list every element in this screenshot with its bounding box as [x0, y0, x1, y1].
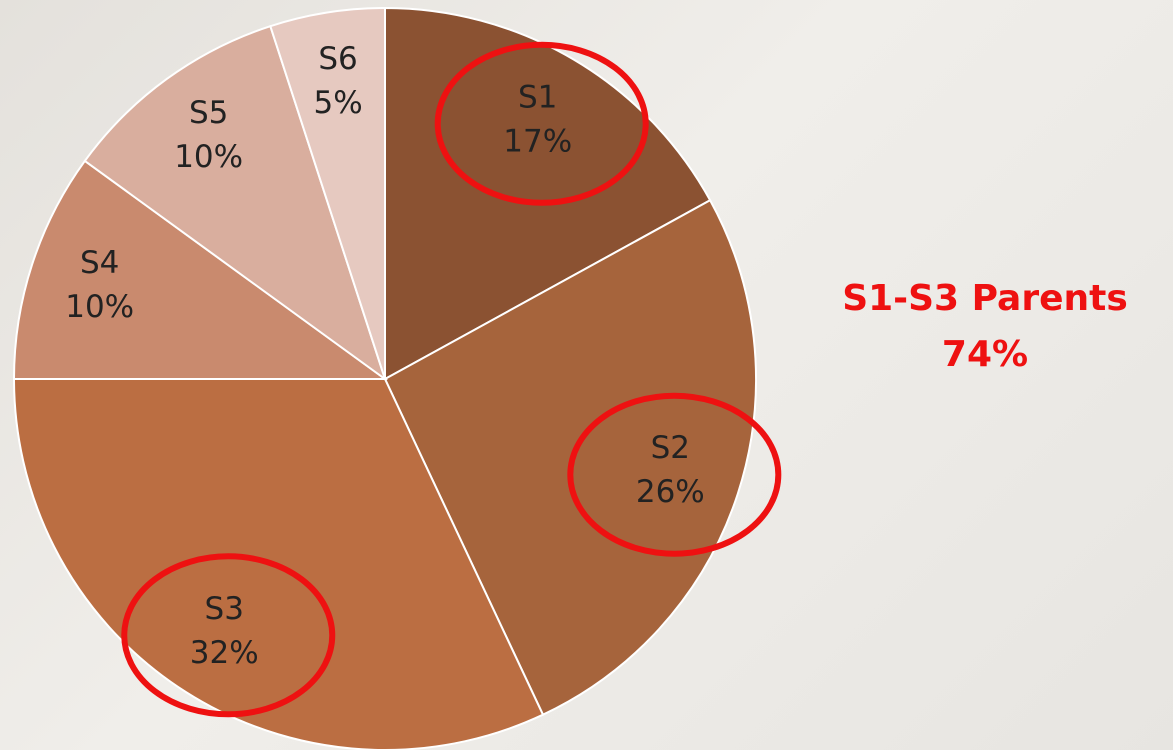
slice-category: S3: [205, 591, 244, 627]
pie-slice: [83, 24, 387, 382]
slice-category: S6: [318, 41, 357, 77]
slice-value: 10%: [65, 289, 134, 325]
annotation-value: 74%: [942, 334, 1028, 375]
pie-slice: [384, 6, 712, 381]
slice-value: 5%: [313, 85, 362, 121]
highlight-ring: [434, 41, 649, 206]
highlight-ring: [121, 553, 336, 718]
slice-value: 32%: [190, 635, 259, 671]
slice-value: 26%: [636, 474, 705, 510]
pie-slice: [12, 159, 389, 380]
highlight-ring: [567, 392, 782, 557]
slice-category: S4: [80, 245, 119, 281]
slice-category: S2: [651, 430, 690, 466]
pie-slice: [269, 6, 386, 380]
slice-category: S1: [518, 79, 557, 115]
slice-value: 17%: [503, 123, 572, 159]
slice-value: 10%: [174, 139, 243, 175]
slice-category: S5: [189, 95, 228, 131]
annotation-title: S1-S3 Parents: [842, 278, 1128, 319]
